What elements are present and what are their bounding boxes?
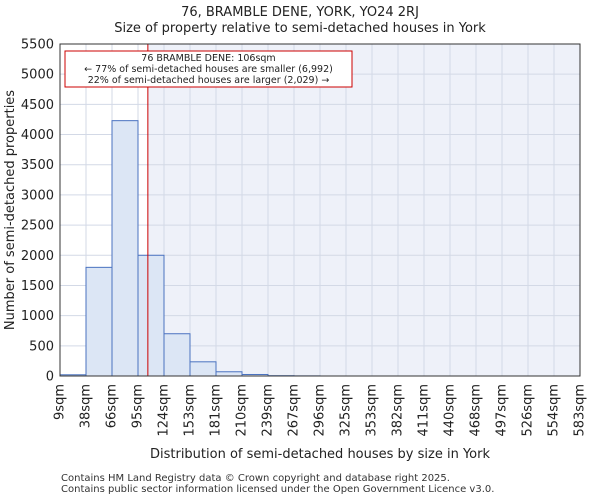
x-tick-label: 411sqm (417, 384, 432, 437)
x-tick-label: 153sqm (183, 384, 198, 437)
histogram-chart: 0 500 1000 1500 2000 2500 3000 3500 4000 4500 5000… (3, 38, 588, 463)
x-tick-label: 440sqm (443, 384, 458, 437)
x-tick-label: 583sqm (573, 384, 588, 437)
y-tick-label: 5500 (21, 38, 54, 53)
x-tick-label: 181sqm (209, 384, 224, 437)
x-tick-label: 66sqm (105, 384, 120, 428)
annotation-box (64, 50, 353, 88)
y-tick-labels: 0 500 1000 1500 2000 2500 3000 3500 4000 4500 5000… (21, 38, 54, 385)
plot-frame (59, 43, 581, 377)
x-tick-label: 38sqm (79, 384, 94, 428)
x-tick-label: 554sqm (547, 384, 562, 437)
x-tick-label: 296sqm (313, 384, 328, 437)
x-tick-label: 95sqm (131, 384, 146, 428)
bar-38sqm (85, 266, 113, 377)
y-tick-label: 3000 (21, 188, 54, 203)
x-tick-label: 526sqm (521, 384, 536, 437)
x-tick-label: 210sqm (235, 384, 250, 437)
y-tick-label: 1500 (21, 279, 54, 294)
y-axis-title: Number of semi-detached properties (3, 90, 18, 330)
y-tick-label: 2000 (21, 249, 54, 264)
annotation-line-1: 76 BRAMBLE DENE: 106sqm (141, 53, 275, 64)
x-tick-label: 124sqm (157, 384, 172, 437)
annotation-line-3: 22% of semi-detached houses are larger (… (88, 75, 330, 86)
bar-124sqm (163, 333, 191, 377)
x-tick-label: 239sqm (261, 384, 276, 437)
x-tick-label: 353sqm (365, 384, 380, 437)
annotation-line-2: ← 77% of semi-detached houses are smalle… (84, 64, 333, 75)
y-tick-label: 4500 (21, 98, 54, 113)
y-tick-label: 500 (29, 339, 54, 354)
x-axis-title: Distribution of semi-detached houses by … (150, 447, 490, 462)
footer-line-2: Contains public sector information licen… (61, 484, 495, 495)
chart-subtitle: Size of property relative to semi-detach… (114, 21, 486, 36)
chart-title: 76, BRAMBLE DENE, YORK, YO24 2RJ (181, 5, 419, 20)
bar-153sqm (189, 361, 217, 377)
x-tick-label: 9sqm (53, 384, 68, 420)
x-tick-label: 267sqm (287, 384, 302, 437)
y-tick-label: 4000 (21, 128, 54, 143)
y-tick-label: 1000 (21, 309, 54, 324)
y-tick-label: 3500 (21, 158, 54, 173)
y-tick-label: 2500 (21, 219, 54, 234)
bar-95sqm (137, 254, 165, 377)
bar-181sqm (215, 371, 243, 377)
y-tick-label: 5000 (21, 68, 54, 83)
bars (59, 120, 321, 377)
x-tick-label: 325sqm (339, 384, 354, 437)
bar-66sqm (111, 120, 139, 377)
x-tick-label: 382sqm (391, 384, 406, 437)
x-tick-labels: 9sqm 38sqm 66sqm 95sqm 124sqm 153sqm 181sqm 210… (53, 384, 588, 437)
x-tick-label: 468sqm (469, 384, 484, 437)
y-tick-label: 0 (46, 370, 54, 385)
footer-line-1: Contains HM Land Registry data © Crown c… (61, 473, 450, 484)
x-tick-label: 497sqm (495, 384, 510, 437)
